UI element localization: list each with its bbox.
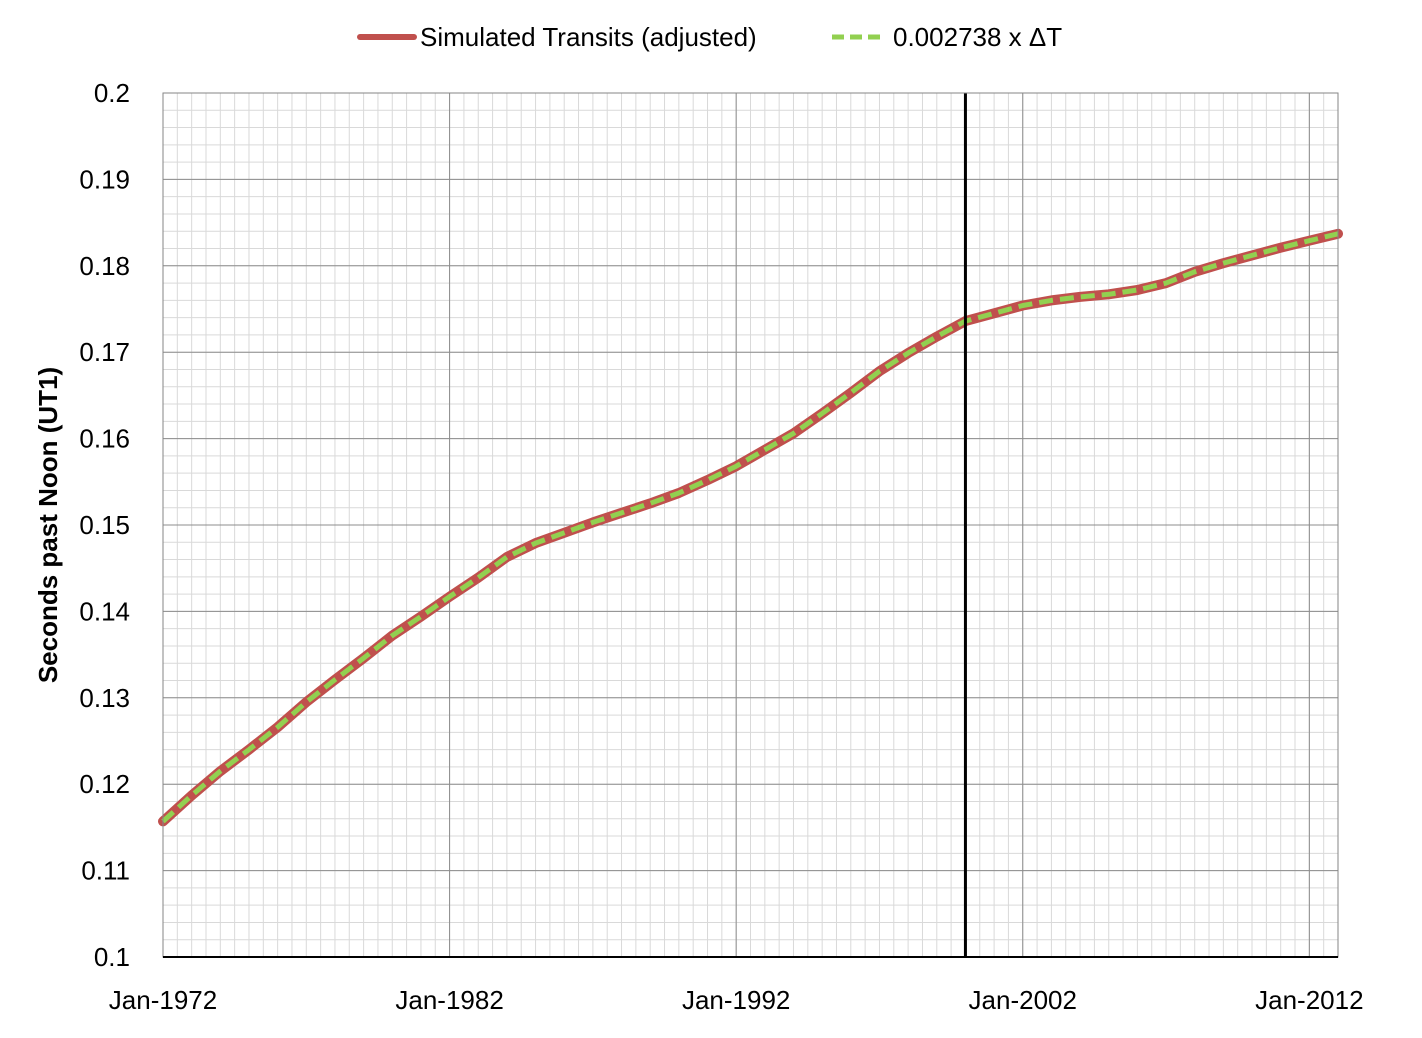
x-tick-label: Jan-1982	[395, 985, 503, 1015]
y-tick-label: 0.1	[94, 942, 130, 972]
y-tick-label: 0.16	[79, 424, 130, 454]
y-tick-label: 0.12	[79, 769, 130, 799]
y-tick-label: 0.19	[79, 164, 130, 194]
y-tick-label: 0.18	[79, 251, 130, 281]
legend-label: 0.002738 x ΔT	[893, 22, 1062, 52]
y-tick-label: 0.11	[81, 856, 130, 886]
x-tick-label: Jan-2012	[1255, 985, 1363, 1015]
x-tick-label: Jan-1992	[682, 985, 790, 1015]
series-layer	[158, 228, 1343, 827]
y-tick-label: 0.14	[79, 596, 130, 626]
legend: Simulated Transits (adjusted) 0.002738 x …	[357, 22, 1062, 52]
series-line-dashed	[161, 231, 1339, 824]
y-axis-title: Seconds past Noon (UT1)	[33, 367, 63, 683]
y-axis-tick-labels: 0.1 0.11 0.12 0.13 0.14 0.15 0.16 0.17 0.18 0.19 0…	[79, 78, 130, 972]
y-tick-label: 0.13	[79, 683, 130, 713]
legend-label: Simulated Transits (adjusted)	[420, 22, 757, 52]
x-tick-label: Jan-2002	[969, 985, 1077, 1015]
major-gridlines	[162, 92, 1338, 958]
y-tick-label: 0.15	[79, 510, 130, 540]
x-axis-tick-labels: Jan-1972 Jan-1982 Jan-1992 Jan-2002 Jan-2012	[109, 985, 1364, 1015]
y-tick-label: 0.2	[94, 78, 130, 108]
x-tick-label: Jan-1972	[109, 985, 217, 1015]
y-tick-label: 0.17	[79, 337, 130, 367]
